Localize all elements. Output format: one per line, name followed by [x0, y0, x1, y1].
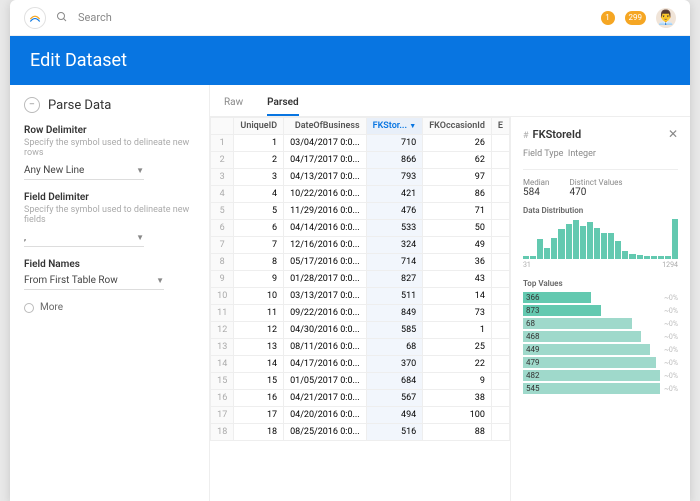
table-row[interactable]: 3304/13/2017 0:0...79397 — [211, 169, 510, 186]
table-row[interactable]: 121204/30/2016 0:0...5851 — [211, 322, 510, 339]
sidebar-title: Parse Data — [48, 98, 111, 113]
table-row[interactable]: 171704/20/2016 0:0...494100 — [211, 407, 510, 424]
field-names-label: Field Names — [24, 259, 195, 270]
page-header: Edit Dataset — [10, 36, 690, 85]
chevron-down-icon: ▼ — [136, 233, 144, 242]
column-header[interactable]: FKOccasionId — [423, 118, 492, 135]
top-values-label: Top Values — [523, 279, 678, 288]
column-header[interactable]: UniqueID — [234, 118, 284, 135]
collapse-icon[interactable]: – — [24, 97, 40, 113]
top-value-row: 482~0% — [523, 370, 678, 381]
top-value-row: 68~0% — [523, 318, 678, 329]
table-row[interactable]: 2204/17/2017 0:0...86662 — [211, 152, 510, 169]
row-delimiter-select[interactable]: Any New Line ▼ — [24, 162, 144, 180]
top-bar: Search 1 299 👨‍💼 — [10, 0, 690, 36]
table-row[interactable]: 101003/13/2017 0:0...51114 — [211, 288, 510, 305]
chevron-down-icon: ▼ — [156, 276, 164, 285]
notification-badge-2[interactable]: 299 — [625, 11, 647, 25]
table-row[interactable]: 4410/22/2016 0:0...42186 — [211, 186, 510, 203]
top-value-row: 449~0% — [523, 344, 678, 355]
field-names-select[interactable]: From First Table Row ▼ — [24, 272, 164, 290]
close-icon[interactable]: ✕ — [668, 127, 678, 141]
data-table[interactable]: UniqueIDDateOfBusinessFKStor... ▼FKOccas… — [210, 117, 510, 501]
table-row[interactable]: 131308/11/2016 0:0...6825 — [211, 339, 510, 356]
panel-title: FKStoreId — [533, 128, 582, 141]
table-row[interactable]: 9901/28/2017 0:0...82743 — [211, 271, 510, 288]
field-delimiter-label: Field Delimiter — [24, 192, 195, 203]
top-value-row: 873~0% — [523, 305, 678, 316]
table-row[interactable]: 6604/14/2016 0:0...53350 — [211, 220, 510, 237]
top-value-row: 545~0% — [523, 383, 678, 394]
table-row[interactable]: 5511/29/2016 0:0...47671 — [211, 203, 510, 220]
top-values-list: 366~0% 873~0% 68~0% 468~0% 449~0% 479~0% 482~0… — [523, 292, 678, 394]
search-input[interactable]: Search — [78, 11, 591, 24]
table-row[interactable]: 161604/21/2017 0:0...56738 — [211, 390, 510, 407]
top-value-row: 468~0% — [523, 331, 678, 342]
page-title: Edit Dataset — [30, 50, 670, 71]
table-row[interactable]: 8805/17/2016 0:0...71436 — [211, 254, 510, 271]
row-delimiter-label: Row Delimiter — [24, 125, 195, 136]
hash-icon: # — [523, 131, 529, 141]
row-delimiter-hint: Specify the symbol used to delineate new… — [24, 138, 195, 158]
field-delimiter-hint: Specify the symbol used to delineate new… — [24, 205, 195, 225]
field-delimiter-select[interactable]: , ▼ — [24, 229, 144, 247]
search-icon[interactable] — [56, 8, 68, 27]
column-header[interactable]: E — [491, 118, 509, 135]
chevron-down-icon: ▼ — [136, 166, 144, 175]
distribution-label: Data Distribution — [523, 206, 678, 215]
top-value-row: 366~0% — [523, 292, 678, 303]
table-row[interactable]: 181808/25/2016 0:0...51688 — [211, 424, 510, 441]
table-row[interactable]: 151501/05/2017 0:0...6849 — [211, 373, 510, 390]
radio-icon — [24, 303, 34, 313]
distribution-chart — [523, 219, 678, 259]
tabs: Raw Parsed — [210, 85, 690, 117]
table-row[interactable]: 111109/22/2016 0:0...84973 — [211, 305, 510, 322]
tab-raw[interactable]: Raw — [224, 93, 243, 116]
field-detail-panel: #FKStoreId ✕ Field Type Integer Median58… — [510, 117, 690, 501]
table-row[interactable]: 7712/16/2016 0:0...32449 — [211, 237, 510, 254]
table-row[interactable]: 141404/17/2016 0:0...37022 — [211, 356, 510, 373]
notification-badge-1[interactable]: 1 — [601, 11, 615, 25]
more-toggle[interactable]: More — [24, 302, 195, 313]
column-header[interactable] — [211, 118, 234, 135]
tab-parsed[interactable]: Parsed — [267, 93, 298, 116]
column-header[interactable]: DateOfBusiness — [284, 118, 367, 135]
column-header[interactable]: FKStor... ▼ — [366, 118, 423, 135]
sidebar: – Parse Data Row Delimiter Specify the s… — [10, 85, 210, 501]
table-row[interactable]: 1103/04/2017 0:0...71026 — [211, 135, 510, 152]
avatar[interactable]: 👨‍💼 — [656, 8, 676, 28]
top-value-row: 479~0% — [523, 357, 678, 368]
app-logo[interactable] — [24, 7, 46, 29]
